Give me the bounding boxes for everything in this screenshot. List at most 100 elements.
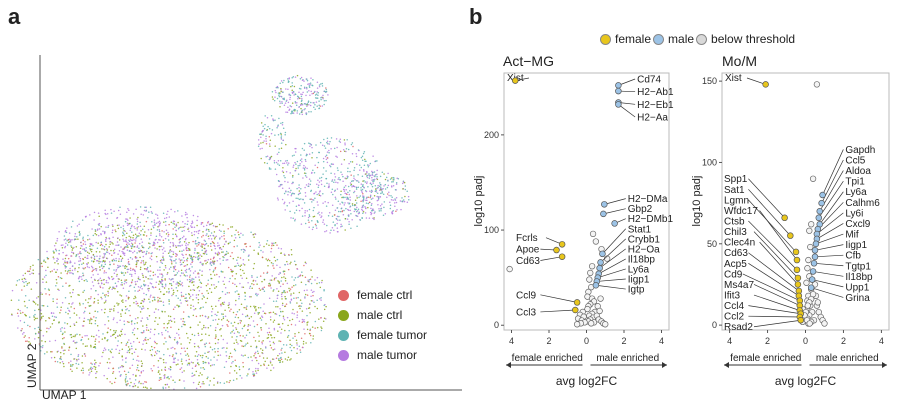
umap-cell-point [188, 276, 191, 278]
umap-cell-point [135, 238, 137, 240]
umap-cell-point [114, 287, 116, 290]
umap-cell-point [295, 205, 298, 207]
umap-cell-point [19, 319, 22, 322]
umap-cell-point [295, 209, 298, 212]
umap-cell-point [191, 333, 194, 336]
umap-cell-point [353, 175, 355, 177]
umap-cell-point [42, 344, 44, 347]
umap-cell-point [167, 210, 169, 213]
umap-cell-point [297, 204, 300, 206]
umap-cell-point [153, 219, 156, 221]
umap-cell-point [198, 290, 201, 292]
umap-cell-point [322, 157, 325, 160]
umap-cell-point [53, 245, 56, 247]
umap-cell-point [314, 97, 317, 99]
umap-cell-point [116, 216, 119, 219]
umap-cell-point [263, 140, 265, 142]
umap-cell-point [32, 269, 34, 271]
umap-cell-point [109, 308, 111, 310]
umap-cell-point [278, 280, 280, 283]
umap-cell-point [145, 293, 148, 296]
umap-cell-point [142, 255, 145, 258]
umap-cell-point [190, 225, 192, 227]
umap-cell-point [104, 296, 107, 298]
umap-cell-point [133, 322, 136, 325]
umap-cell-point [168, 386, 170, 388]
umap-cell-point [151, 286, 154, 288]
umap-cell-point [304, 158, 307, 161]
umap-cell-point [160, 378, 162, 381]
umap-cell-point [320, 176, 323, 179]
umap-cell-point [207, 279, 210, 281]
umap-cell-point [301, 103, 303, 105]
umap-cell-point [391, 181, 393, 183]
umap-cell-point [102, 287, 104, 289]
umap-cell-point [108, 237, 111, 239]
umap-cell-point [294, 169, 297, 172]
umap-cell-point [140, 213, 142, 215]
umap-cell-point [298, 198, 301, 201]
umap-cell-point [221, 302, 224, 304]
umap-cell-point [313, 106, 315, 109]
umap-cell-point [100, 308, 103, 311]
umap-cell-point [253, 236, 255, 238]
umap-cell-point [154, 224, 156, 226]
umap-cell-point [57, 258, 59, 261]
umap-cell-point [55, 316, 57, 318]
umap-cell-point [107, 292, 110, 294]
umap-cell-point [179, 263, 182, 266]
umap-cell-point [153, 340, 156, 343]
umap-cell-point [301, 302, 303, 304]
umap-cell-point [123, 248, 125, 251]
umap-cell-point [41, 265, 43, 268]
umap-cell-point [46, 256, 49, 259]
umap-cell-point [222, 224, 224, 226]
umap-cell-point [389, 178, 392, 180]
umap-cell-point [158, 288, 161, 290]
umap-cell-point [144, 380, 146, 383]
umap-cell-point [308, 221, 310, 223]
umap-cell-point [275, 173, 278, 176]
umap-cell-point [179, 245, 182, 247]
umap-cell-point [292, 181, 294, 183]
umap-cell-point [222, 313, 224, 315]
umap-cell-point [162, 358, 165, 361]
umap-cell-point [137, 290, 139, 292]
umap-cell-point [245, 277, 248, 280]
umap-cell-point [218, 229, 221, 231]
umap-cell-point [153, 298, 156, 301]
panel-label-a: a [8, 4, 21, 29]
umap-cell-point [133, 226, 135, 228]
umap-cell-point [301, 318, 304, 321]
umap-cell-point [190, 307, 192, 309]
umap-cell-point [311, 300, 314, 302]
umap-cell-point [46, 351, 48, 353]
umap-cell-point [281, 102, 283, 105]
umap-cell-point [224, 293, 227, 296]
umap-cell-point [271, 244, 273, 247]
umap-cell-point [268, 143, 271, 145]
umap-cell-point [292, 112, 295, 114]
umap-cell-point [341, 173, 343, 176]
umap-cell-point [198, 381, 201, 384]
umap-cell-point [64, 270, 67, 272]
umap-cell-point [235, 285, 238, 288]
umap-cell-point [200, 236, 203, 238]
umap-cell-point [277, 354, 279, 357]
leader-line [753, 284, 800, 306]
umap-cell-point [235, 265, 237, 267]
below-threshold-point [799, 318, 806, 326]
umap-cell-point [66, 323, 69, 325]
umap-cell-point [290, 358, 292, 360]
umap-cell-point [213, 260, 216, 262]
umap-cell-point [114, 331, 117, 334]
umap-cell-point [361, 208, 363, 211]
umap-cell-point [135, 265, 138, 268]
umap-cell-point [361, 188, 364, 191]
umap-cell-point [219, 354, 222, 356]
umap-cell-point [62, 263, 65, 265]
umap-cell-point [155, 213, 157, 215]
leader-line [813, 271, 844, 277]
umap-cell-point [279, 102, 281, 104]
leader-line [545, 237, 563, 245]
